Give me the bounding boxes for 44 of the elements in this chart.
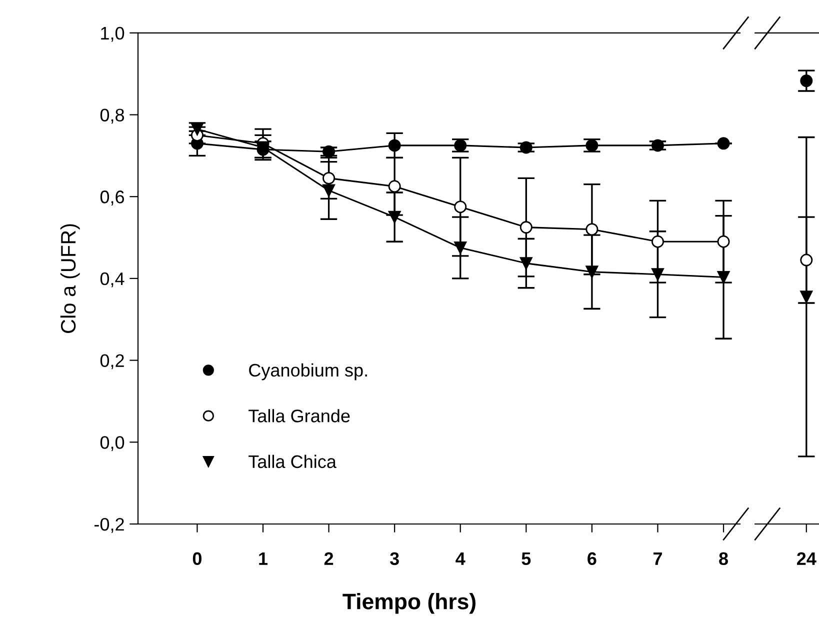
point: [651, 139, 664, 152]
point: [586, 266, 598, 278]
x-tick-label: 6: [588, 552, 596, 566]
legend-label: Talla Chica: [248, 454, 336, 468]
x-tick-label: 1: [259, 552, 268, 565]
y-tick-label: -0,2: [94, 518, 124, 533]
point: [586, 223, 598, 236]
x-tick-label: 24: [796, 552, 816, 565]
point: [651, 268, 664, 281]
y-axis-title: Clo a (UFR): [60, 224, 80, 333]
y-tick-label: 0,6: [100, 190, 124, 206]
point: [454, 242, 467, 254]
point: [717, 270, 730, 284]
point: [651, 235, 664, 248]
point: [322, 172, 336, 184]
point: [586, 139, 598, 152]
point: [322, 184, 336, 197]
point: [520, 257, 532, 270]
point: [388, 180, 401, 193]
point: [388, 210, 401, 224]
point: [190, 122, 204, 136]
point: [322, 145, 336, 158]
x-tick-label: 4: [456, 552, 466, 565]
y-tick-label: 1,0: [101, 26, 124, 42]
y-tick-label: 0,2: [100, 354, 124, 370]
legend-label: Talla Grande: [248, 409, 350, 422]
point: [388, 139, 401, 152]
x-tick-label: 3: [390, 552, 399, 566]
point: [717, 235, 730, 248]
point: [520, 221, 532, 234]
legend-label: Cyanobium sp.: [249, 363, 367, 380]
y-tick-label: 0,4: [100, 272, 124, 288]
y-tick-label: 0,0: [100, 436, 124, 452]
x-tick-label: 8: [719, 552, 728, 566]
x-tick-label: 2: [324, 552, 334, 565]
point: [454, 200, 467, 214]
point: [520, 141, 532, 154]
point: [717, 137, 730, 150]
x-tick-label: 5: [522, 552, 531, 566]
x-tick-label: 7: [653, 552, 662, 565]
y-tick-label: 0,8: [100, 108, 124, 124]
x-tick-label: 0: [192, 552, 202, 566]
x-axis-title: Tiempo (hrs): [342, 593, 476, 614]
point: [454, 139, 467, 152]
